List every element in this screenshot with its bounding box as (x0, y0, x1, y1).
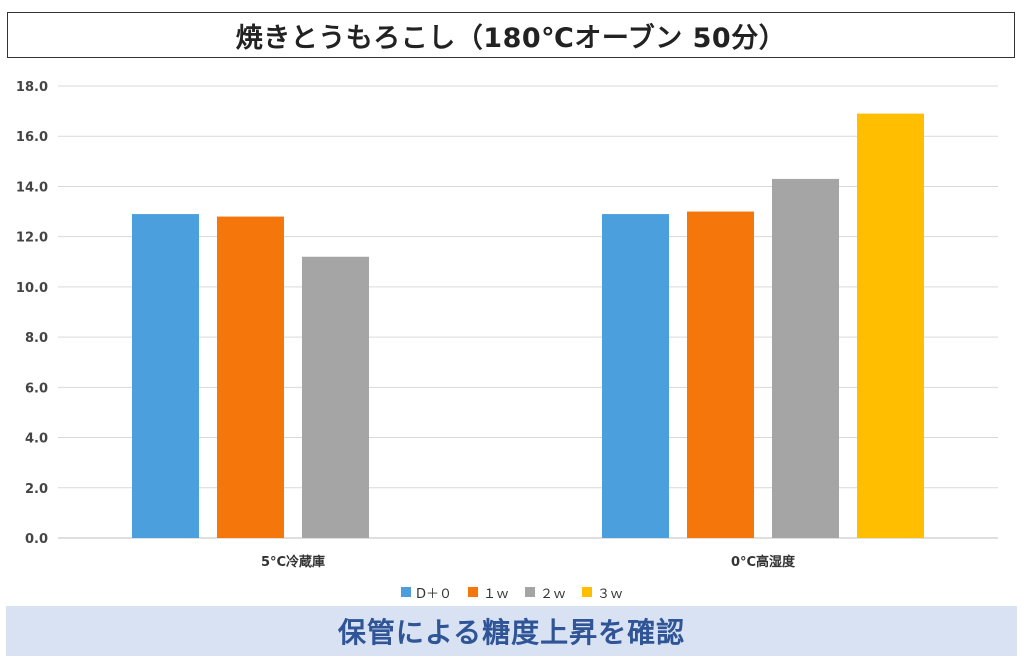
legend-label: １ｗ (482, 586, 509, 602)
legend-label: D＋０ (415, 586, 452, 602)
y-tick-label: 16.0 (16, 130, 48, 145)
gridlines (58, 85, 998, 539)
bar-chart: 0.0 2.0 4.0 6.0 8.0 10.0 12.0 14.0 16.0 18.0 5°C冷… (16, 80, 998, 570)
legend-label: ３ｗ (597, 586, 624, 602)
bar (132, 214, 199, 539)
legend-swatch (400, 587, 411, 597)
y-axis-ticks: 0.0 2.0 4.0 6.0 8.0 10.0 12.0 14.0 16.0 18.0 (16, 80, 48, 547)
legend-label: ２ｗ (540, 586, 567, 602)
y-tick-label: 4.0 (25, 432, 48, 447)
legend-item: ３ｗ (582, 583, 623, 602)
y-tick-label: 12.0 (16, 231, 48, 246)
legend-item: １ｗ (467, 583, 509, 602)
conclusion-banner: 保管による糖度上昇を確認 (6, 606, 1017, 656)
y-tick-label: 14.0 (16, 180, 48, 195)
x-axis-labels: 5°C冷蔵庫 0°C高湿度 (261, 554, 796, 570)
legend-swatch (467, 587, 478, 597)
legend-swatch (525, 587, 535, 597)
bar (602, 214, 669, 539)
bar (772, 178, 839, 538)
x-category-label: 0°C高湿度 (731, 554, 796, 570)
bar (302, 256, 369, 538)
bar (687, 211, 754, 539)
y-tick-label: 0.0 (25, 532, 48, 547)
legend-item: ２ｗ (525, 583, 566, 602)
chart-title: 焼きとうもろこし（180℃オーブン 50分） (7, 12, 1015, 58)
legend: D＋０ １ｗ ２ｗ ３ｗ (0, 583, 1024, 602)
bars (132, 113, 924, 539)
y-tick-label: 2.0 (25, 482, 48, 497)
y-tick-label: 10.0 (16, 281, 48, 296)
y-tick-label: 18.0 (16, 80, 48, 95)
bar (217, 216, 284, 539)
legend-swatch (582, 587, 593, 597)
bar (857, 113, 924, 538)
legend-item: D＋０ (400, 583, 452, 602)
y-tick-label: 6.0 (25, 381, 48, 396)
y-tick-label: 8.0 (25, 331, 48, 346)
x-category-label: 5°C冷蔵庫 (261, 554, 325, 570)
